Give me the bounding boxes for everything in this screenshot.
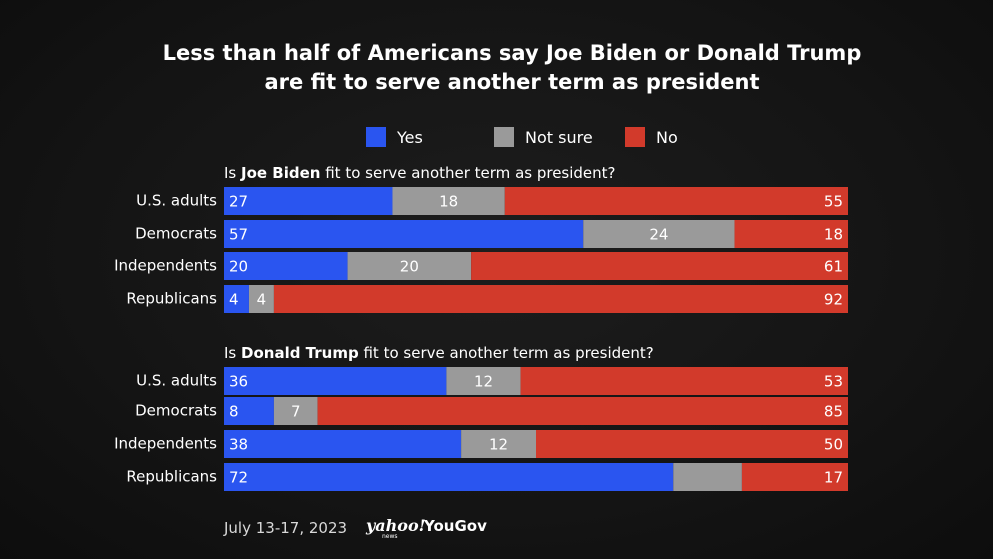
- legend-label-not-sure: Not sure: [525, 128, 593, 147]
- category-label-u-s-adults: U.S. adults: [136, 192, 217, 210]
- bar-not-sure-republicans: [673, 463, 742, 491]
- value-label-not-sure-democrats: 24: [649, 226, 668, 244]
- question-biden-suffix: fit to serve another term as president?: [320, 164, 615, 182]
- value-label-yes-republicans: 4: [229, 291, 239, 309]
- value-label-no-democrats: 18: [824, 226, 843, 244]
- category-label-democrats: Democrats: [135, 402, 217, 420]
- category-label-u-s-adults: U.S. adults: [136, 372, 217, 390]
- value-label-no-independents: 61: [824, 258, 843, 276]
- bar-no-independents: [471, 252, 848, 280]
- value-label-not-sure-independents: 20: [400, 258, 419, 276]
- yahoo-news-logo-news: news: [382, 533, 398, 540]
- bar-not-sure-democrats: [583, 220, 735, 248]
- value-label-not-sure-u-s-adults: 12: [474, 373, 493, 391]
- legend-label-yes: Yes: [396, 128, 423, 147]
- category-label-democrats: Democrats: [135, 225, 217, 243]
- value-label-no-independents: 50: [824, 436, 843, 454]
- value-label-yes-independents: 20: [229, 258, 248, 276]
- bar-not-sure-u-s-adults: [392, 187, 505, 215]
- value-label-no-republicans: 17: [824, 469, 843, 487]
- category-label-republicans: Republicans: [126, 290, 217, 308]
- bar-no-independents: [536, 430, 848, 458]
- question-biden: Is Joe Biden fit to serve another term a…: [224, 164, 616, 182]
- bar-yes-independents: [224, 430, 462, 458]
- value-label-not-sure-u-s-adults: 18: [439, 193, 458, 211]
- yahoo-news-logo: yahoo!: [365, 516, 426, 535]
- question-biden-name: Joe Biden: [240, 164, 320, 182]
- bar-yes-u-s-adults: [224, 367, 447, 395]
- question-biden-prefix: Is: [224, 164, 241, 182]
- bar-no-u-s-adults: [520, 367, 848, 395]
- legend-swatch-not-sure: [494, 127, 514, 147]
- value-label-yes-democrats: 57: [229, 226, 248, 244]
- question-trump-prefix: Is: [224, 344, 241, 362]
- bar-no-republicans: [273, 285, 848, 313]
- value-label-no-democrats: 85: [824, 403, 843, 421]
- footer: July 13-17, 2023 yahoo! news YouGov: [223, 516, 487, 540]
- category-label-republicans: Republicans: [126, 468, 217, 486]
- biden-bars: U.S. adults 27 18 55 Democrats 57 24 18 Independ…: [114, 187, 848, 313]
- bar-not-sure-independents: [347, 252, 472, 280]
- bar-yes-republicans: [224, 463, 674, 491]
- bar-yes-republicans: [224, 285, 249, 313]
- question-trump: Is Donald Trump fit to serve another ter…: [224, 344, 654, 362]
- value-label-no-republicans: 92: [824, 291, 843, 309]
- legend-label-no: No: [656, 128, 678, 147]
- value-label-yes-independents: 38: [229, 436, 248, 454]
- category-label-independents: Independents: [114, 257, 217, 275]
- value-label-yes-republicans: 72: [229, 469, 248, 487]
- legend-swatch-yes: [366, 127, 386, 147]
- bar-not-sure-republicans: [248, 285, 274, 313]
- bar-not-sure-independents: [461, 430, 536, 458]
- value-label-not-sure-republicans: 4: [257, 291, 267, 309]
- value-label-yes-u-s-adults: 27: [229, 193, 248, 211]
- chart-title-line-1: Less than half of Americans say Joe Bide…: [163, 41, 862, 65]
- bar-no-republicans: [741, 463, 848, 491]
- question-trump-suffix: fit to serve another term as president?: [359, 344, 654, 362]
- category-label-independents: Independents: [114, 435, 217, 453]
- value-label-yes-democrats: 8: [229, 403, 239, 421]
- bar-yes-democrats: [224, 397, 274, 425]
- legend: Yes Not sure No: [366, 127, 678, 147]
- value-label-not-sure-independents: 12: [489, 436, 508, 454]
- chart-title-line-2: are fit to serve another term as preside…: [265, 70, 760, 94]
- value-label-no-u-s-adults: 53: [824, 373, 843, 391]
- bar-yes-u-s-adults: [224, 187, 393, 215]
- footer-date: July 13-17, 2023: [223, 519, 347, 537]
- value-label-no-u-s-adults: 55: [824, 193, 843, 211]
- trump-bars: U.S. adults 36 12 53 Democrats 8 7 85 Independen…: [114, 367, 849, 491]
- bar-yes-democrats: [224, 220, 584, 248]
- bar-not-sure-u-s-adults: [446, 367, 521, 395]
- legend-swatch-no: [625, 127, 645, 147]
- bar-no-democrats: [317, 397, 849, 425]
- yougov-logo: YouGov: [423, 517, 487, 535]
- bar-no-u-s-adults: [504, 187, 848, 215]
- value-label-yes-u-s-adults: 36: [229, 373, 248, 391]
- value-label-not-sure-democrats: 7: [291, 403, 301, 421]
- bar-yes-independents: [224, 252, 348, 280]
- bar-no-democrats: [734, 220, 848, 248]
- bar-not-sure-democrats: [273, 397, 318, 425]
- question-trump-name: Donald Trump: [241, 344, 359, 362]
